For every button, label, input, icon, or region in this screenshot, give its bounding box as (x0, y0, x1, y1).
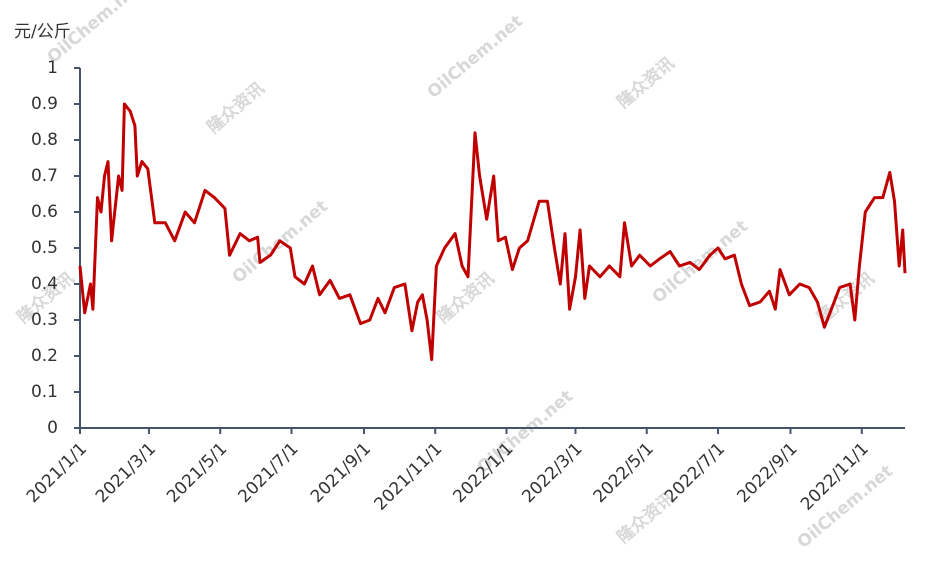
x-tick-label: 2022/5/1 (590, 439, 658, 507)
y-tick-label: 0.2 (31, 346, 58, 366)
y-tick-label: 0.3 (31, 310, 58, 330)
x-tick-label: 2021/11/1 (371, 439, 447, 515)
watermark: OilChem.net (424, 11, 527, 102)
watermark: 隆众资讯 (433, 268, 499, 328)
x-tick-label: 2021/1/1 (23, 439, 91, 507)
x-tick-label: 2021/9/1 (307, 439, 375, 507)
x-tick-label: 2021/5/1 (163, 439, 231, 507)
price-line (78, 102, 907, 362)
y-axis-label: 元/公斤 (14, 22, 71, 42)
x-tick-label: 2021/7/1 (234, 439, 302, 507)
y-tick-label: 1 (47, 58, 58, 78)
watermark: 隆众资讯 (613, 53, 679, 113)
y-tick-label: 0.1 (31, 382, 58, 402)
y-tick-label: 0.5 (31, 238, 58, 258)
y-tick-label: 0.7 (31, 166, 58, 186)
watermark: 隆众资讯 (203, 78, 269, 138)
y-tick-label: 0.6 (31, 202, 58, 222)
y-tick-label: 0.4 (31, 274, 58, 294)
y-tick-label: 0 (47, 418, 58, 438)
y-tick-label: 0.9 (31, 94, 58, 114)
x-tick-label: 2022/1/1 (449, 439, 517, 507)
x-tick-label: 2022/9/1 (733, 439, 801, 507)
y-tick-label: 0.8 (31, 130, 58, 150)
x-tick-label: 2021/3/1 (92, 439, 160, 507)
x-tick-label: 2022/3/1 (518, 439, 586, 507)
x-tick-label: 2022/7/1 (661, 439, 729, 507)
